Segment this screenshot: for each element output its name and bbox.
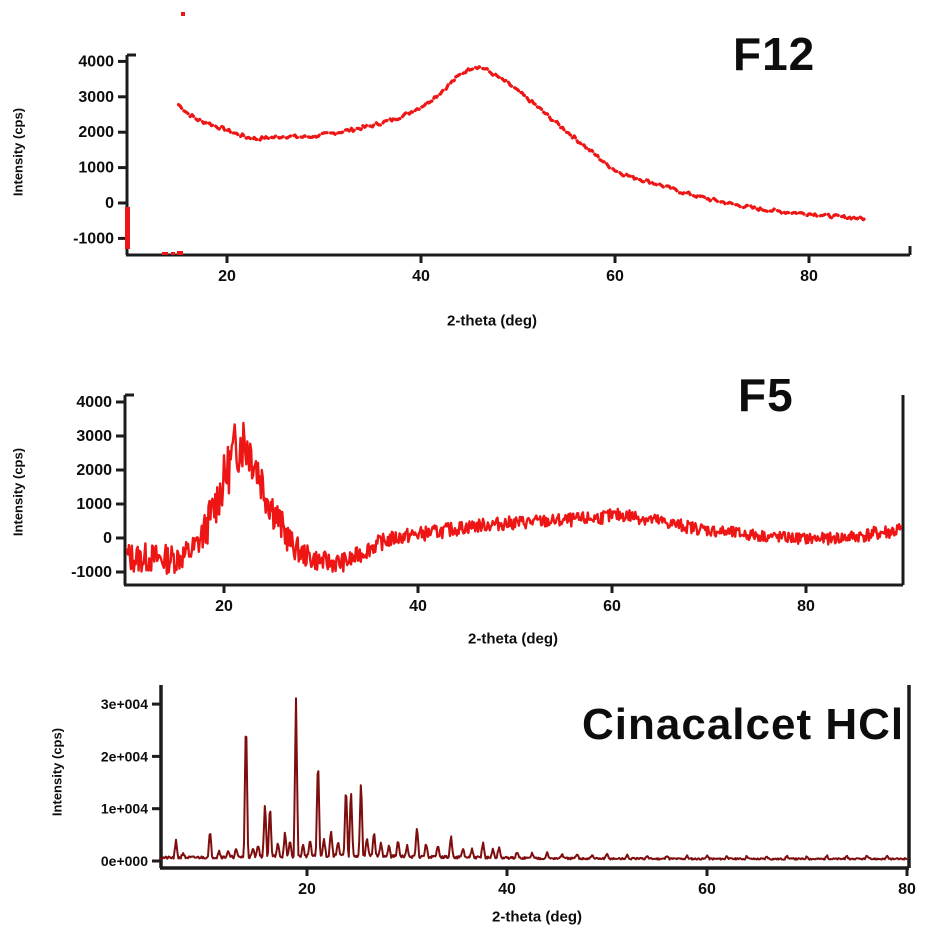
cinacalcet-x-axis-label: 2-theta (deg) xyxy=(492,908,582,926)
series-trace-f12 xyxy=(176,65,867,222)
y-tick-label-30000: 3e+004 xyxy=(101,696,148,712)
x-tick-label-80: 80 xyxy=(800,268,818,285)
x-tick-label-60: 60 xyxy=(698,881,716,898)
f5-plot-canvas: -1000 0 1000 2000 3000 4000 20 40 60 80 xyxy=(71,393,905,615)
y-tick-label-20000: 2e+004 xyxy=(101,748,148,764)
x-tick-label-80: 80 xyxy=(898,881,916,898)
x-tick-label-80: 80 xyxy=(797,598,815,615)
chart-title-cinacalcet: Cinacalcet HCl xyxy=(582,700,905,749)
red-artifact-1 xyxy=(125,207,130,249)
y-tick-label-4000: 4000 xyxy=(78,53,114,70)
x-tick-label-20: 20 xyxy=(218,268,236,285)
red-artifact-3 xyxy=(171,252,175,255)
x-tick-label-20: 20 xyxy=(215,598,233,615)
y-tick-label-2000: 2000 xyxy=(78,124,114,141)
y-tick-label-1000: 1000 xyxy=(76,496,112,513)
f12-plot-canvas: -1000 0 1000 2000 3000 4000 20 40 60 80 xyxy=(73,53,912,285)
chart-title-f5: F5 xyxy=(738,369,794,421)
f12-y-axis-label: Intensity (cps) xyxy=(10,107,26,197)
y-tick-label-2000: 2000 xyxy=(76,462,112,479)
x-tick-label-60: 60 xyxy=(603,598,621,615)
series-trace-f5 xyxy=(125,421,903,575)
x-tick-label-20: 20 xyxy=(298,881,316,898)
cinacalcet-plot-canvas: 0e+000 1e+004 2e+004 3e+004 20 40 60 80 xyxy=(101,685,916,898)
y-tick-label-0: 0e+000 xyxy=(101,853,148,869)
x-tick-label-60: 60 xyxy=(606,268,624,285)
y-tick-label--1000: -1000 xyxy=(71,564,112,581)
x-tick-label-40: 40 xyxy=(412,268,430,285)
y-tick-label-0: 0 xyxy=(103,530,112,547)
x-tick-label-40: 40 xyxy=(498,881,516,898)
cinacalcet-y-axis-label: Intensity (cps) xyxy=(49,727,65,817)
red-artifact-0 xyxy=(181,12,185,16)
x-tick-label-40: 40 xyxy=(409,598,427,615)
red-artifact-4 xyxy=(177,251,183,255)
chart-title-f12: F12 xyxy=(733,28,816,80)
series-trace-cinacalcet-hcl xyxy=(159,697,908,861)
red-artifact-2 xyxy=(162,252,168,255)
y-tick-label-0: 0 xyxy=(105,195,114,212)
f12-x-axis-label: 2-theta (deg) xyxy=(447,312,537,330)
f5-y-axis-label: Intensity (cps) xyxy=(10,447,26,537)
y-tick-label-10000: 1e+004 xyxy=(101,801,148,817)
y-tick-label-1000: 1000 xyxy=(78,160,114,177)
y-tick-label--1000: -1000 xyxy=(73,230,114,247)
y-tick-label-3000: 3000 xyxy=(78,89,114,106)
y-tick-label-3000: 3000 xyxy=(76,428,112,445)
y-tick-label-4000: 4000 xyxy=(76,394,112,411)
f5-x-axis-label: 2-theta (deg) xyxy=(468,630,558,648)
